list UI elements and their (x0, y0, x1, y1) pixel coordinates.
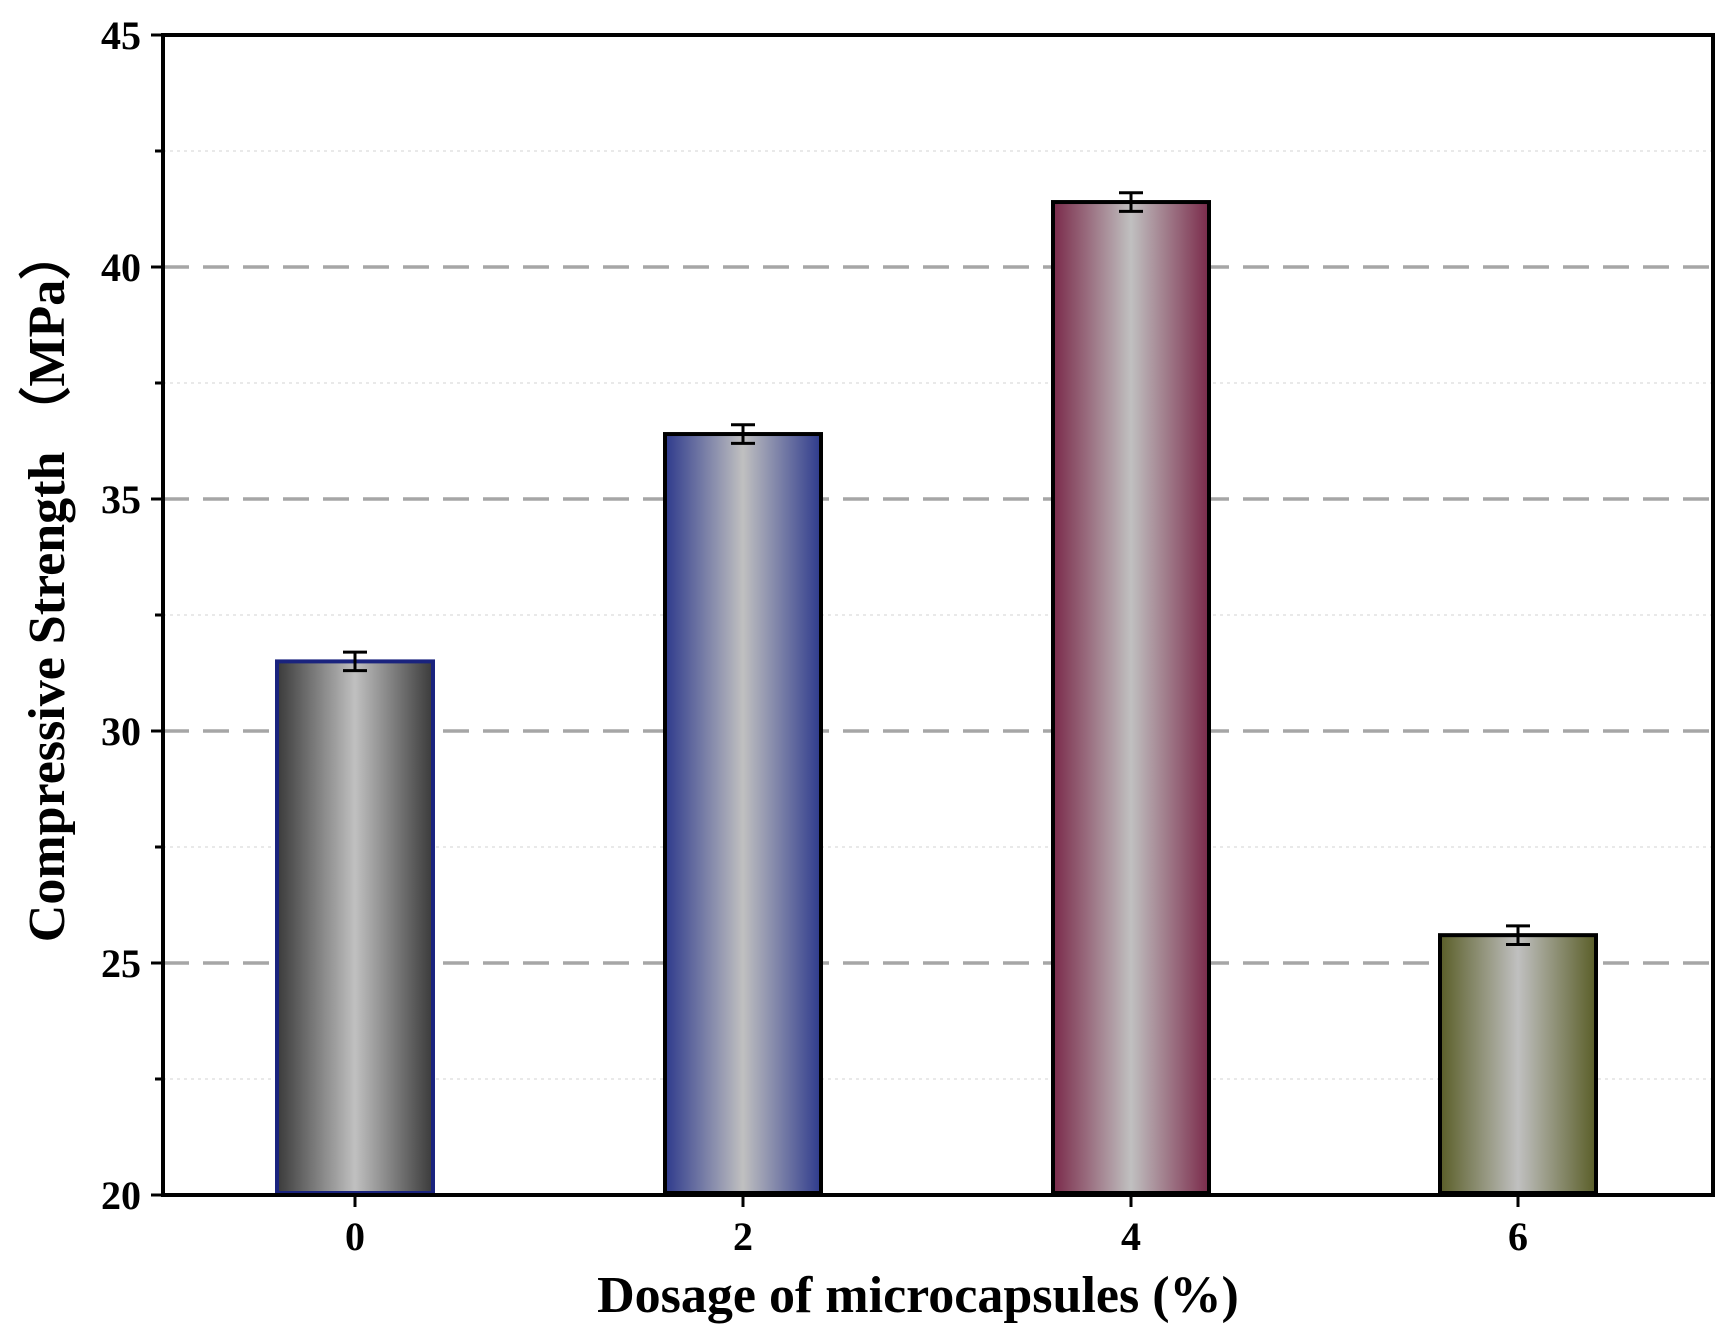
y-tick-label-45: 45 (101, 13, 141, 58)
y-ticks: 20 25 30 35 40 45 (101, 13, 163, 1218)
x-axis-label: Dosage of microcapsules (%) (597, 1267, 1239, 1324)
x-tick-label-6: 6 (1508, 1214, 1528, 1259)
y-tick-label-20: 20 (101, 1173, 141, 1218)
y-tick-label-40: 40 (101, 245, 141, 290)
error-bar-6 (1506, 924, 1530, 946)
x-ticks: 0 2 4 6 (345, 1195, 1528, 1259)
error-bar-2 (731, 423, 755, 445)
bar-6 (1438, 933, 1598, 1195)
y-axis-label: Compressive Strength （MPa） (18, 228, 76, 942)
bar-0 (275, 659, 435, 1195)
y-tick-label-35: 35 (101, 477, 141, 522)
y-tick-label-25: 25 (101, 941, 141, 986)
bars (275, 200, 1598, 1196)
bar-4 (1051, 200, 1211, 1196)
error-bar-0 (343, 650, 367, 673)
y-tick-label-30: 30 (101, 709, 141, 754)
error-bars (343, 191, 1530, 946)
bar-2 (663, 432, 823, 1196)
x-tick-label-0: 0 (345, 1214, 365, 1259)
error-bar-4 (1119, 191, 1143, 213)
x-tick-label-2: 2 (733, 1214, 753, 1259)
x-tick-label-4: 4 (1121, 1214, 1141, 1259)
